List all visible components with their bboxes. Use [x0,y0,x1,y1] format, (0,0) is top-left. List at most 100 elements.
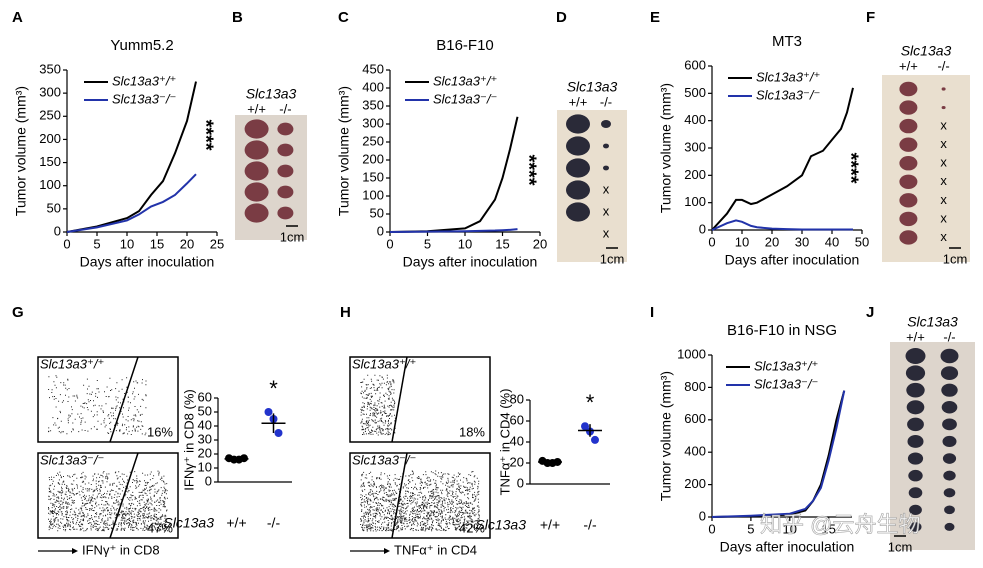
tumor [899,118,918,134]
gate [109,452,139,539]
chart-title: MT3 [772,33,802,50]
genotype-column: +/+ [906,329,925,344]
y-tick-label: 600 [684,411,706,426]
tumor [940,366,959,380]
y-tick-label: 100 [39,177,61,192]
y-tick-label: 0 [377,223,384,238]
arrow-head [72,548,78,554]
y-tick-label: 200 [39,131,61,146]
y-tick-label: 400 [684,112,706,127]
tumor [244,182,269,202]
panel-letter: E [650,9,660,26]
y-tick-label: 50 [198,403,212,418]
genotype-label: Slc13a3 [907,314,958,330]
genotype-label: Slc13a3⁻/⁻ [352,452,416,467]
x-axis-label: Days after inoculation [725,252,860,268]
tumor [601,120,611,128]
y-tick-label: 350 [39,61,61,76]
tumor [906,400,925,415]
significance: * [269,376,278,401]
data-point [591,435,599,444]
series-line [711,219,853,231]
y-tick-label: 100 [684,194,706,209]
tumor [943,470,956,481]
tumor [942,435,957,448]
genotype-label: Slc13a3⁻/⁻ [40,452,104,467]
x-tick-label: 0 [708,521,715,536]
tumor [909,522,922,532]
tumor [940,348,959,364]
absent-mark: x [940,192,947,207]
series-line [389,116,519,233]
y-tick-label: 20 [198,445,212,460]
x-tick-label: 10 [783,521,797,536]
significance: **** [518,154,540,185]
y-tick-label: 800 [684,379,706,394]
tumor [244,119,269,139]
absent-mark: x [603,181,610,196]
tumor [899,156,918,171]
tumor [907,452,924,465]
absent-mark: x [940,118,947,133]
x-tick-label: 20 [533,236,547,251]
tumor [566,202,590,222]
x-tick-label: 0 [63,236,70,251]
y-tick-label: 0 [517,475,524,490]
tumor [943,488,956,498]
x-tick-label: 0 [708,234,715,249]
flow-axis-label: TNFα⁺ in CD4 [394,542,477,557]
absent-mark: x [603,225,610,240]
scale-label: 1cm [943,251,968,266]
photo [882,75,970,262]
gate-percent: 42% [459,520,485,535]
tumor [566,180,590,200]
tumor [277,122,294,136]
significance: **** [840,152,862,183]
tumor [899,137,918,152]
y-tick-label: 300 [39,85,61,100]
genotype-label: Slc13a3 [901,43,952,59]
tumor [908,469,923,482]
panel-letter: H [340,304,351,321]
flow-plot [37,452,179,539]
y-tick-label: 600 [684,57,706,72]
flow-events [48,375,147,436]
y-tick-label: 200 [362,151,384,166]
significance: **** [195,119,217,150]
legend-label: Slc13a3⁻/⁻ [112,91,176,106]
y-tick-label: 400 [362,79,384,94]
tumor [907,417,924,432]
y-tick-label: 400 [684,444,706,459]
panel-letter: I [650,304,654,321]
data-point [274,429,283,437]
tumor [908,487,923,499]
absent-mark: x [940,155,947,170]
x-tick-label: 50 [855,234,869,249]
tumor [941,105,946,110]
tumor [942,418,957,431]
y-tick-label: 0 [699,221,706,236]
x-tick-label: 15 [150,236,164,251]
tumor [941,383,958,397]
x-tick-label: 5 [93,236,100,251]
series-line [711,390,846,518]
genotype-column: -/- [943,329,955,344]
legend-label: Slc13a3⁺/⁺ [112,73,176,88]
flow-events [360,374,396,436]
tumor [899,81,918,97]
x-axis-label: Days after inoculation [80,254,215,270]
series-line [711,87,854,231]
gate-percent: 18% [459,424,485,439]
x-tick-label: -/- [583,517,597,533]
y-tick-label: 500 [684,85,706,100]
tumor [244,140,269,160]
photo [890,342,975,550]
y-tick-label: 50 [370,205,384,220]
absent-mark: x [603,203,610,218]
tumor [906,382,925,398]
series-line [66,81,197,233]
genotype-label: Slc13a3⁺/⁺ [352,356,416,371]
y-axis-label: TNFα⁺ in CD4 (%) [497,389,512,496]
tumor [566,136,590,156]
panel-letter: D [556,9,567,26]
